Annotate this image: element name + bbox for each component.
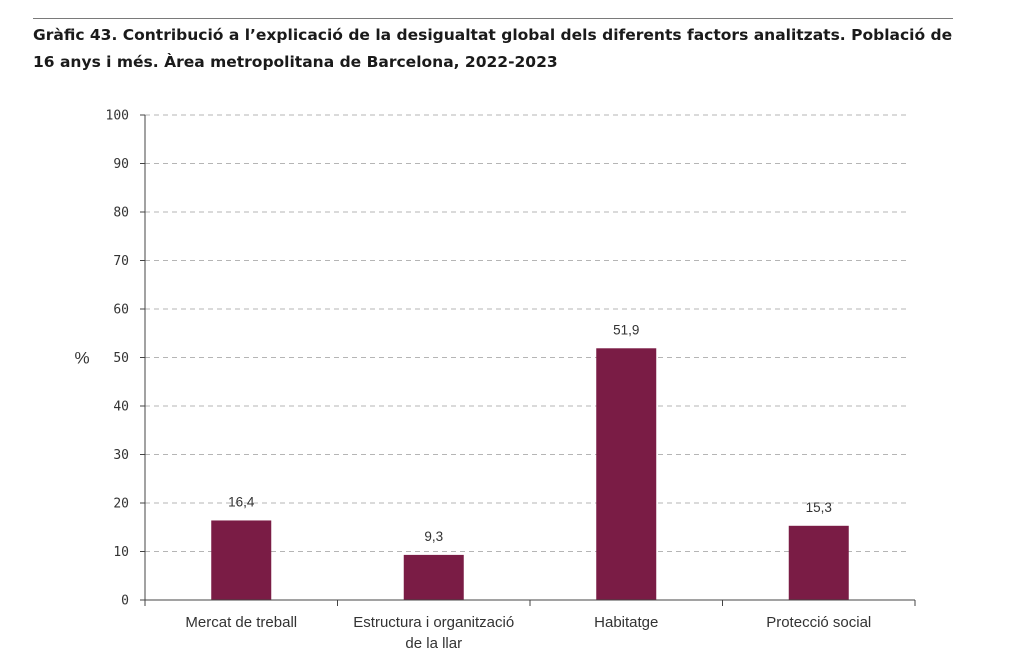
y-tick-label: 100 xyxy=(106,109,129,124)
category-label: Protecció social xyxy=(766,614,871,631)
category-label: Estructura i organització xyxy=(353,614,514,631)
bar xyxy=(211,520,272,600)
category-label: de la llar xyxy=(405,635,462,652)
data-label: 51,9 xyxy=(613,322,639,337)
data-label: 16,4 xyxy=(228,494,255,509)
data-label: 9,3 xyxy=(424,529,443,544)
y-tick-label: 60 xyxy=(113,303,129,318)
y-tick-label: 50 xyxy=(113,351,129,366)
bars xyxy=(211,348,849,600)
axes xyxy=(140,114,916,606)
y-tick-label: 0 xyxy=(121,594,129,609)
y-tick-label: 80 xyxy=(113,206,129,221)
bar xyxy=(403,554,464,600)
title-rule xyxy=(33,18,953,19)
y-tick-label: 90 xyxy=(113,157,129,172)
labels: 0 10 20 30 40 50 60 70 80 90 100% 16,4 Mercat de tre… xyxy=(74,109,871,653)
y-tick-label: 70 xyxy=(113,254,129,269)
y-tick-label: 10 xyxy=(113,545,129,560)
category-label: Habitatge xyxy=(594,614,658,631)
bar xyxy=(596,348,657,600)
y-axis-label: % xyxy=(74,349,89,368)
gridlines xyxy=(145,114,910,552)
chart-title: Gràfic 43. Contribució a l’explicació de… xyxy=(33,26,953,71)
y-tick-label: 40 xyxy=(113,400,129,415)
y-tick-label: 30 xyxy=(113,448,129,463)
data-label: 15,3 xyxy=(806,500,832,515)
bar xyxy=(788,525,849,600)
y-tick-label: 20 xyxy=(113,497,129,512)
category-label: Mercat de treball xyxy=(185,614,297,631)
